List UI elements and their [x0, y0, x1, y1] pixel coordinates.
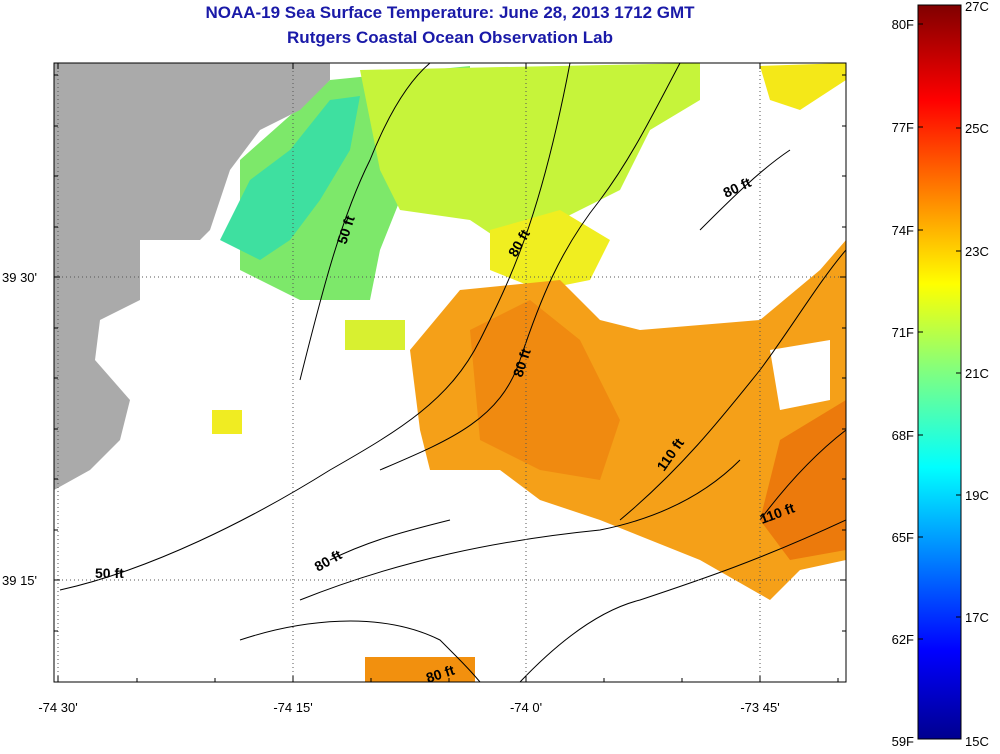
graticule: [54, 63, 846, 682]
sst-teal-region: [220, 96, 360, 260]
y-tick-label: 39 30': [2, 270, 37, 285]
y-tick-label: 39 15': [2, 573, 37, 588]
colorbar-f-label: 62F: [892, 632, 914, 647]
colorbar-f-label: 68F: [892, 428, 914, 443]
sst-map: 50 ft 80 ft 80 ft 80 ft 110 ft 110 ft 50…: [54, 63, 846, 682]
map-subtitle: Rutgers Coastal Ocean Observation Lab: [287, 28, 613, 47]
axis-ticks: [54, 63, 846, 682]
x-tick-label: -74 0': [510, 700, 542, 715]
colorbar-c-label: 27C: [965, 0, 989, 14]
x-tick-label: -74 15': [273, 700, 312, 715]
colorbar: [917, 4, 962, 740]
colorbar-f-label: 74F: [892, 223, 914, 238]
land: [54, 63, 330, 490]
sst-yellow-patch: [212, 410, 242, 434]
x-tick-label: -74 30': [38, 700, 77, 715]
sst-yellow-region: [490, 210, 610, 290]
sst-yellow-ne: [760, 63, 846, 110]
colorbar-c-label: 25C: [965, 121, 989, 136]
colorbar-c-label: 15C: [965, 734, 989, 749]
colorbar-f-label: 77F: [892, 120, 914, 135]
x-tick-label: -73 45': [740, 700, 779, 715]
sst-yellow-patch-2: [345, 320, 405, 350]
sst-warmest-region: [760, 400, 846, 560]
colorbar-c-label: 23C: [965, 244, 989, 259]
colorbar-ticks: [918, 23, 961, 640]
colorbar-f-label: 71F: [892, 325, 914, 340]
bathymetry-contours: [59, 63, 846, 682]
colorbar-c-label: 21C: [965, 366, 989, 381]
colorbar-f-label: 59F: [892, 734, 914, 749]
contour-label: 50 ft: [95, 565, 124, 581]
colorbar-c-label: 19C: [965, 488, 989, 503]
map-frame: [53, 62, 847, 683]
map-title: NOAA-19 Sea Surface Temperature: June 28…: [205, 3, 695, 22]
sst-cloud-gap: [770, 340, 830, 410]
colorbar-c-label: 17C: [965, 610, 989, 625]
land-inlet: [140, 240, 210, 330]
colorbar-f-label: 80F: [892, 17, 914, 32]
colorbar-f-label: 65F: [892, 530, 914, 545]
sst-south-patch: [365, 657, 475, 682]
sst-yellowgreen-region: [360, 63, 700, 240]
sst-warmer-region: [470, 300, 620, 480]
